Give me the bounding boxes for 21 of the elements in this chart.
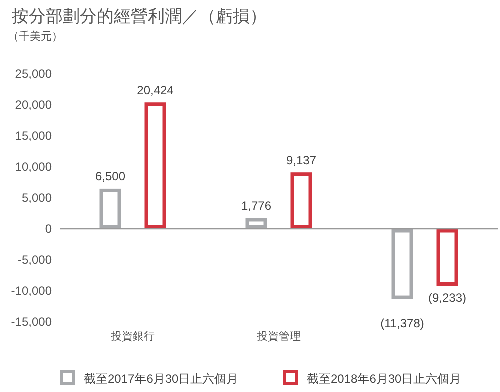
y-tick-label: 25,000 xyxy=(15,67,52,81)
y-tick-label: 20,000 xyxy=(15,98,52,112)
y-tick-label: 15,000 xyxy=(15,129,52,143)
data-label: 6,500 xyxy=(95,170,126,184)
legend-label: 截至2017年6月30日止六個月 xyxy=(84,372,239,386)
data-label: (11,378) xyxy=(380,316,424,331)
x-tick-label: 投資管理 xyxy=(256,331,301,343)
x-tick-label: 投資銀行 xyxy=(110,331,155,343)
data-label: (9,233) xyxy=(428,291,467,306)
data-label: 9,137 xyxy=(286,153,317,168)
legend-label: 截至2018年6月30日止六個月 xyxy=(307,372,462,386)
chart-title: 按分部劃分的經營利潤／（虧損） xyxy=(12,7,267,26)
data-label: 20,424 xyxy=(137,83,174,98)
data-label: 1,776 xyxy=(241,198,272,213)
y-tick-label: 5,000 xyxy=(22,191,52,205)
y-tick-label: -15,000 xyxy=(11,315,52,329)
y-tick-label: 10,000 xyxy=(15,160,52,174)
y-axis-title: （千美元） xyxy=(8,30,63,43)
y-tick-label: 0 xyxy=(45,222,52,236)
y-tick-label: -10,000 xyxy=(11,284,52,298)
y-tick-label: -5,000 xyxy=(18,253,52,267)
